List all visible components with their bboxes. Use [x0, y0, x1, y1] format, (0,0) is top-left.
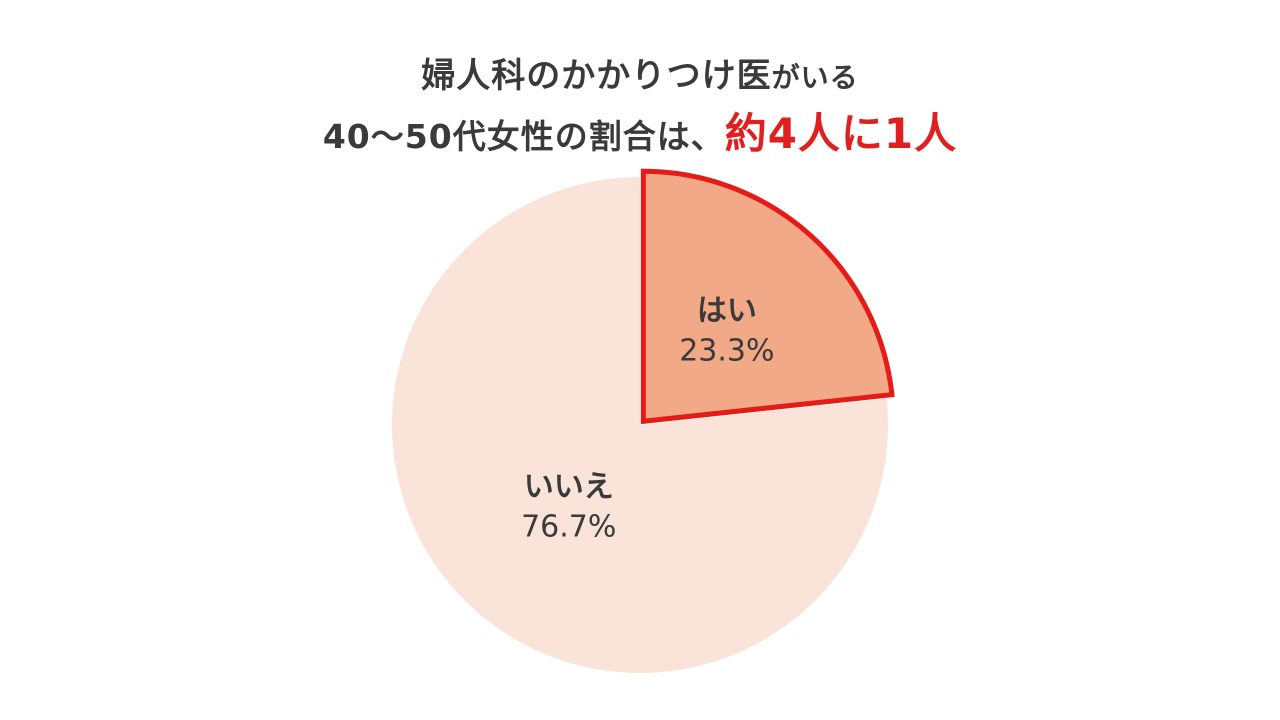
title-highlight-text: 約4人に1人: [724, 109, 958, 158]
slice-name-label: いいえ: [524, 469, 614, 504]
chart-title-line2: 40～50代女性の割合は、約4人に1人: [0, 100, 1280, 161]
title-main-text: 婦人科のかかりつけ医: [421, 56, 772, 96]
slice-value-label: 23.3%: [679, 333, 774, 368]
pie-slice-0: [640, 168, 895, 425]
title-prefix-text: 40～50代女性の割合は、: [322, 117, 725, 156]
slice-name-label: はい: [697, 293, 757, 328]
title-suffix-text: がいる: [771, 61, 859, 94]
pie-slice-1: [391, 177, 888, 673]
slice-label-group-1: いいえ 76.7%: [521, 469, 616, 544]
chart-title-line1: 婦人科のかかりつけ医がいる: [0, 48, 1280, 97]
slice-value-label: 76.7%: [521, 509, 616, 544]
slice-label-group-0: はい 23.3%: [679, 293, 774, 368]
